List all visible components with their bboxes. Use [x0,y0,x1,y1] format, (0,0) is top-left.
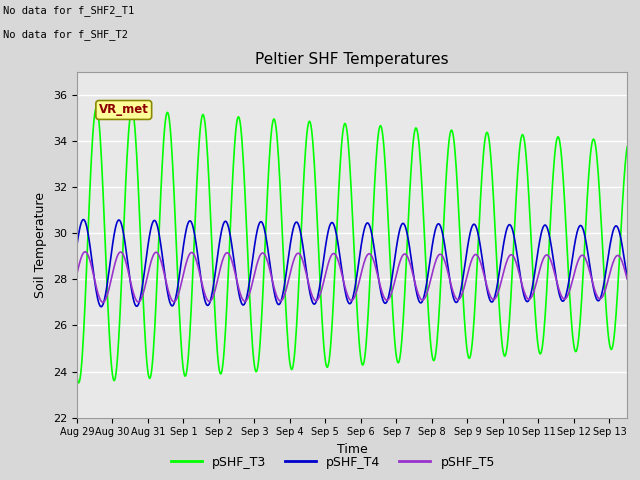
pSHF_T4 [108,246,116,252]
pSHF_T3 [73,373,81,379]
pSHF_T4 [425,266,433,272]
Text: No data for f_SHF_T2: No data for f_SHF_T2 [3,29,128,40]
pSHF_T3 [108,367,116,373]
pSHF_T4 [80,216,88,222]
Text: VR_met: VR_met [99,104,148,117]
pSHF_T3 [623,144,631,150]
pSHF_T5 [425,284,433,290]
Y-axis label: Soil Temperature: Soil Temperature [35,192,47,298]
pSHF_T3 [548,188,556,193]
pSHF_T5 [108,273,116,279]
pSHF_T4 [73,243,81,249]
pSHF_T3 [92,105,100,111]
pSHF_T5 [548,262,556,267]
Legend: pSHF_T3, pSHF_T4, pSHF_T5: pSHF_T3, pSHF_T4, pSHF_T5 [166,451,500,474]
pSHF_T3 [492,237,499,242]
pSHF_T5 [81,249,89,255]
pSHF_T3 [408,149,416,155]
Line: pSHF_T4: pSHF_T4 [77,219,627,307]
pSHF_T4 [97,304,105,310]
pSHF_T5 [394,266,402,272]
Line: pSHF_T3: pSHF_T3 [77,108,627,383]
pSHF_T4 [492,290,499,296]
pSHF_T3 [425,316,433,322]
Title: Peltier SHF Temperatures: Peltier SHF Temperatures [255,52,449,67]
pSHF_T3 [75,380,83,386]
Line: pSHF_T5: pSHF_T5 [77,252,627,302]
pSHF_T4 [394,236,402,242]
Text: No data for f_SHF2_T1: No data for f_SHF2_T1 [3,5,134,16]
pSHF_T3 [394,360,402,365]
pSHF_T5 [99,300,107,305]
pSHF_T4 [408,263,416,269]
pSHF_T4 [548,248,556,254]
pSHF_T5 [492,295,499,301]
X-axis label: Time: Time [337,443,367,456]
pSHF_T5 [623,276,631,282]
pSHF_T4 [623,275,631,281]
pSHF_T5 [73,272,81,277]
pSHF_T5 [408,269,416,275]
